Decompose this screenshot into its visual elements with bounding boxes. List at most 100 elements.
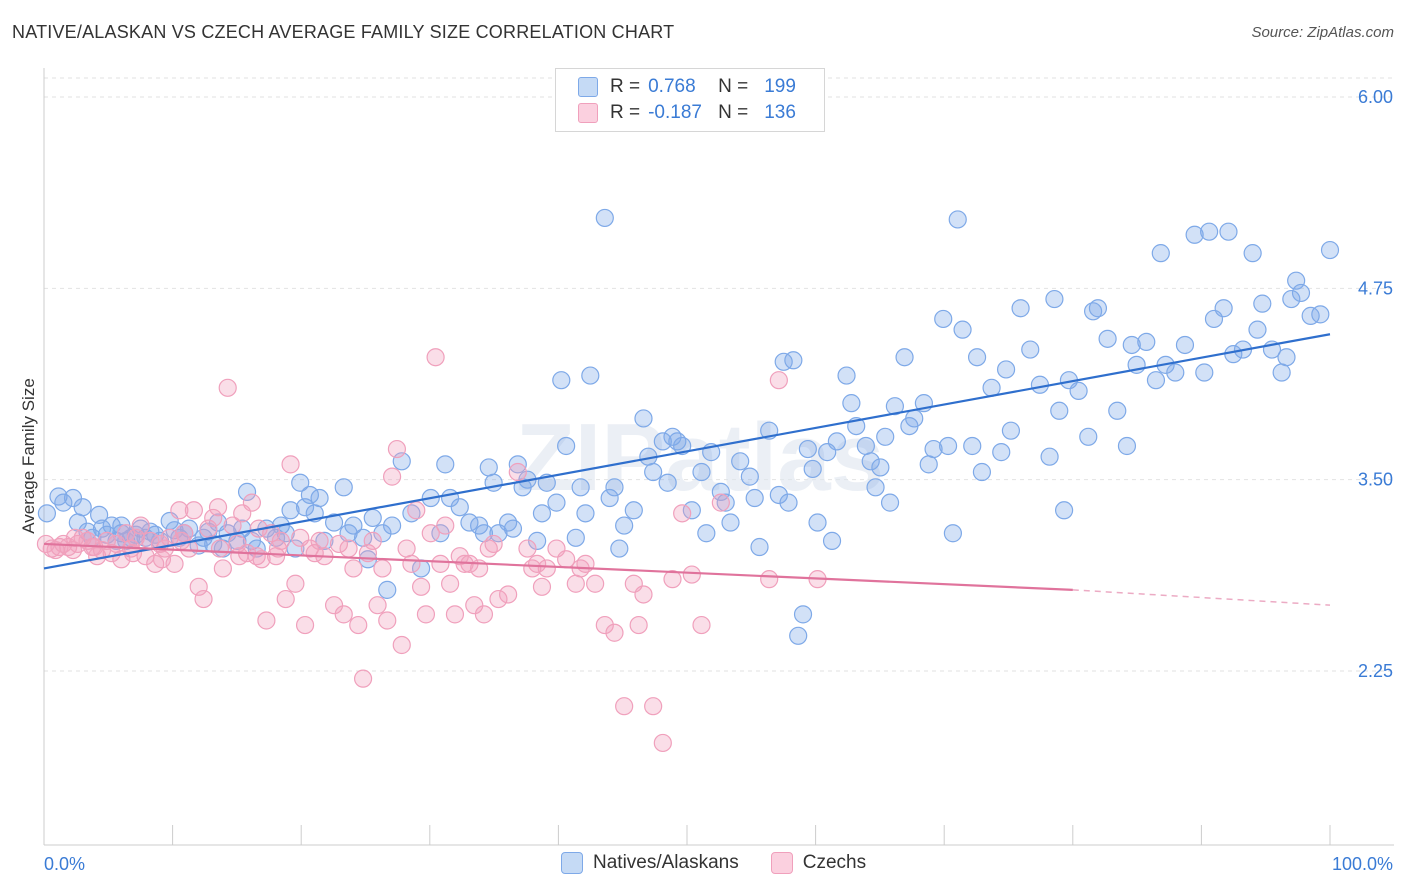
native-point (324, 513, 344, 532)
native-point (822, 531, 842, 550)
y-axis-label: Average Family Size (19, 378, 38, 534)
czech-point (382, 467, 402, 486)
native-point (1001, 421, 1021, 440)
legend-r-value: -0.187 (648, 102, 702, 123)
legend-n-label: N = (718, 76, 749, 97)
czech-point (286, 574, 305, 593)
native-point (779, 493, 798, 512)
native-point (1282, 289, 1301, 309)
czech-point (653, 733, 672, 753)
native-point (552, 371, 571, 390)
czech-point (387, 439, 407, 459)
czech-point (402, 554, 421, 573)
czech-point (484, 534, 503, 554)
native-point (1219, 222, 1238, 241)
czech-point (445, 605, 465, 624)
czech-point (252, 550, 271, 569)
native-point (895, 348, 914, 367)
native-point (547, 493, 566, 512)
native-point (1079, 427, 1098, 446)
native-point (711, 482, 730, 502)
czech-point (179, 539, 199, 558)
czech-point (682, 565, 701, 584)
native-point (624, 501, 643, 520)
native-point (919, 455, 938, 474)
y-tick-label: 4.75 (1358, 278, 1393, 298)
native-point (871, 458, 890, 477)
native-point (885, 397, 904, 416)
czech-point (172, 531, 191, 550)
native-point (479, 458, 498, 477)
native-point (1175, 335, 1195, 355)
native-point (798, 439, 817, 459)
native-point (842, 394, 861, 413)
czech-point (421, 524, 440, 543)
native-point (856, 436, 875, 456)
series-legend-natives[interactable]: Natives/Alaskans (561, 852, 739, 874)
czech-point (532, 577, 552, 596)
czech-point (131, 516, 150, 535)
native-point (992, 443, 1011, 462)
series-legend-czechs[interactable]: Czechs (770, 852, 866, 874)
czech-point (489, 589, 508, 609)
czech-point (566, 574, 585, 593)
native-point (310, 488, 329, 508)
czech-point (242, 493, 261, 512)
native-point (615, 516, 634, 535)
native-point (934, 309, 953, 329)
native-point (1185, 225, 1204, 244)
watermark: ZIPatlas (516, 404, 884, 511)
native-point (402, 504, 421, 523)
native-point (1011, 299, 1030, 318)
native-point (1045, 289, 1064, 309)
native-point (503, 519, 523, 538)
native-point (644, 462, 663, 482)
czech-point (508, 462, 527, 482)
native-point (1291, 283, 1311, 303)
native-point (1088, 299, 1108, 318)
native-point (315, 531, 334, 550)
native-point (924, 439, 943, 459)
native-point (938, 436, 958, 456)
czech-point (257, 611, 276, 630)
czech-point (576, 554, 595, 573)
legend-n-value: 199 (764, 76, 796, 97)
native-point (861, 452, 880, 471)
native-point (905, 409, 924, 428)
czech-point (629, 615, 648, 635)
native-point (948, 210, 967, 229)
native-point (1040, 447, 1059, 466)
native-point (1253, 294, 1272, 313)
native-point (1277, 348, 1296, 367)
czech-point (407, 501, 426, 520)
czech-point (349, 615, 368, 635)
czech-point (595, 615, 614, 635)
series-swatch-natives (561, 852, 583, 874)
czech-point (692, 615, 711, 635)
native-point (1030, 375, 1050, 394)
trend-layer (43, 333, 1331, 606)
czech-point (615, 697, 634, 716)
native-point (1272, 363, 1291, 382)
native-point (605, 478, 624, 497)
czech-point (230, 547, 249, 566)
labels-layer: 2.25 3.50 4.75 6.00 0.0% 100.0% Average Family… (19, 87, 1393, 874)
native-point (793, 605, 813, 624)
czech-point (518, 539, 537, 558)
czech-point (663, 570, 682, 589)
czech-point (760, 570, 779, 589)
native-point (789, 626, 808, 645)
x-tick-label: 0.0% (44, 854, 85, 874)
native-point (963, 436, 982, 456)
legend-r-label: R = (610, 102, 641, 123)
czech-point (416, 605, 436, 624)
native-point (784, 351, 803, 370)
native-point (436, 455, 455, 474)
native-point (300, 485, 320, 505)
native-point (866, 478, 885, 497)
czech-point (499, 585, 518, 604)
native-point (972, 462, 992, 482)
native-point (769, 485, 788, 505)
native-point (1243, 244, 1262, 263)
